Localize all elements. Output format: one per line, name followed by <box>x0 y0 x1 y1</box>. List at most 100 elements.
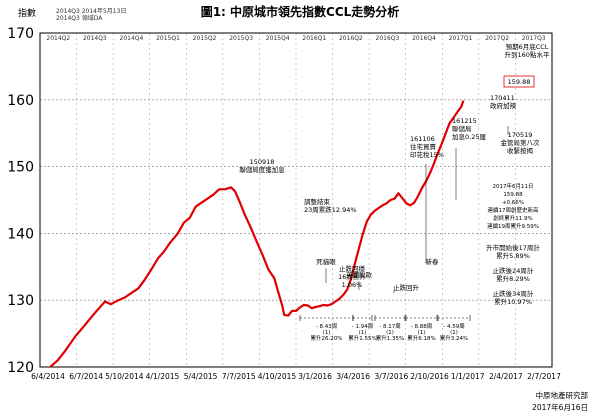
annotation-line: 161215 <box>452 117 477 125</box>
annotation-line: 161106 <box>410 135 435 143</box>
x-tick-label: 1/1/2017 <box>451 372 485 381</box>
quarter-label: 2016Q4 <box>412 35 436 42</box>
quarter-label: 2015Q3 <box>229 35 253 42</box>
x-tick-label: 2/10/2016 <box>410 372 449 381</box>
annotation-line: 止跌回升 <box>393 283 420 292</box>
annotation-line: 止跌後34周計 <box>493 289 534 298</box>
quarter-label: 2017Q1 <box>449 35 473 42</box>
range-label: 累升6.18% <box>407 334 435 342</box>
annotation-line: 英國脫歐 <box>346 270 373 279</box>
x-tick-label: 4/10/2015 <box>258 372 297 381</box>
annotation: 死貓眼 <box>316 257 336 266</box>
range-marker: - 4.59周(1)累升3.24% <box>437 315 471 342</box>
annotation: 新春 <box>426 257 440 266</box>
annotation-line: 金管局第八次 <box>501 138 541 147</box>
y-tick-label: 170 <box>7 26 34 42</box>
value-callout-box <box>503 75 535 88</box>
y-tick-label: 120 <box>7 360 34 376</box>
axes: 120 130 140 150 160 170 2014Q2 2014Q3 2014Q4 2015… <box>7 26 561 381</box>
corner-label-1: 2014Q3 2014年5月13日 <box>56 7 126 15</box>
plot-frame <box>39 32 553 368</box>
annotation-line: 聯儲局度獲加息 <box>239 165 285 174</box>
annotation-line: 住宅買賣 <box>410 142 437 151</box>
range-markers: - 8.43周(1)累升26.20%- 1.94周(1)累升1.55%- 8.1… <box>299 315 471 342</box>
annotation-line: 1.06% <box>342 281 363 289</box>
quarter-label: 2017Q2 <box>485 35 509 42</box>
annotation: 159.88 <box>508 78 531 86</box>
x-tick-label: 5/4/2015 <box>184 372 218 381</box>
corner-label-2: 2014Q3 領域DA <box>56 14 103 22</box>
x-tick-label: 6/7/2014 <box>69 372 103 381</box>
range-label: (1) <box>323 330 331 336</box>
annotation-line: 16周累升 <box>338 272 366 281</box>
annotation-line: 累升5.89% <box>496 251 530 260</box>
annotation-line: 2017年6月11日 <box>493 182 534 190</box>
quarter-label: 2015Q4 <box>266 35 290 42</box>
annotation-line: +0.66% <box>502 200 524 206</box>
annotation-line: 調整結束 <box>304 197 331 206</box>
range-marker: - 8.17周(1)累升1.35% <box>374 315 406 342</box>
quarter-label: 2015Q2 <box>193 35 217 42</box>
x-tick-label: 5/10/2014 <box>105 372 144 381</box>
quarter-label: 2015Q1 <box>156 35 180 42</box>
x-tick-label: 4/1/2015 <box>146 372 180 381</box>
chart-title: 圖1: 中原城市領先指數CCL走勢分析 <box>201 4 400 19</box>
annotation: 2017年6月11日 159.88 +0.66%連續17周創歷史新高創終累升11.9… <box>487 182 539 230</box>
annotation-line: 170411 <box>490 94 515 102</box>
annotation-line: 150918 <box>250 158 275 166</box>
annotation-line: 新春 <box>426 257 440 266</box>
x-tick-label: 3/7/2016 <box>375 372 409 381</box>
annotations: 150918聯儲局度獲加息調整結束23周累跌12.94%英國脫歐死貓眼止跌回穩1… <box>239 42 550 306</box>
quarter-label: 2016Q2 <box>339 35 363 42</box>
x-tick-label: 3/4/2016 <box>336 372 370 381</box>
range-marker: - 8.43周(1)累升26.20% <box>299 315 354 342</box>
range-label: 累升1.55% <box>348 334 376 342</box>
annotation-line: 升市開始後17周計 <box>486 243 540 252</box>
y-tick-label: 150 <box>7 160 34 176</box>
y-tick-label: 160 <box>7 93 34 109</box>
annotation: 止跌回升 <box>393 283 420 292</box>
range-label: 累升26.20% <box>311 334 343 342</box>
annotation-line: 收緊按揭 <box>507 146 534 155</box>
range-label: (1) <box>359 330 367 336</box>
range-label: - 8.88周 <box>411 323 432 330</box>
quarter-label: 2014Q2 <box>46 35 70 42</box>
quarter-label: 2016Q3 <box>376 35 400 42</box>
annotation-line: 止跌回穩 <box>339 264 366 273</box>
quarter-label: 2017Q3 <box>522 35 546 42</box>
source-date: 2017年6月16日 <box>532 402 588 412</box>
annotation-line: 升到160點水平 <box>505 50 550 59</box>
x-tick-label: 2/4/2017 <box>489 372 523 381</box>
annotation-line: 加息0.25厘 <box>452 132 486 141</box>
annotation-line: 印花稅15% <box>410 150 444 159</box>
annotation-line: 政府加辣 <box>490 101 517 110</box>
annotation-line: 159.88 <box>503 192 523 198</box>
annotation-leader <box>507 101 510 105</box>
quarter-label: 2014Q3 <box>83 35 107 42</box>
x-tick-label: 6/4/2014 <box>31 372 65 381</box>
y-tick-label: 140 <box>7 226 34 242</box>
annotation-line: 止跌後24周計 <box>493 266 534 275</box>
range-label: (1) <box>418 330 426 336</box>
range-label: - 8.43周 <box>316 323 337 330</box>
x-tick-label: 7/7/2015 <box>222 372 256 381</box>
range-label: - 4.59周 <box>443 323 464 330</box>
ccl-series-line <box>48 100 465 367</box>
annotation-line: 連續17周創歷史新高 <box>488 206 539 214</box>
x-tick-label: 2/7/2017 <box>527 372 561 381</box>
range-label: (1) <box>386 330 394 336</box>
x-tick-label: 3/1/2016 <box>298 372 332 381</box>
range-label: 累升3.24% <box>440 334 468 342</box>
annotation-line: 預期6月底CCL <box>506 42 549 51</box>
annotation-line: 累升8.29% <box>496 274 530 283</box>
